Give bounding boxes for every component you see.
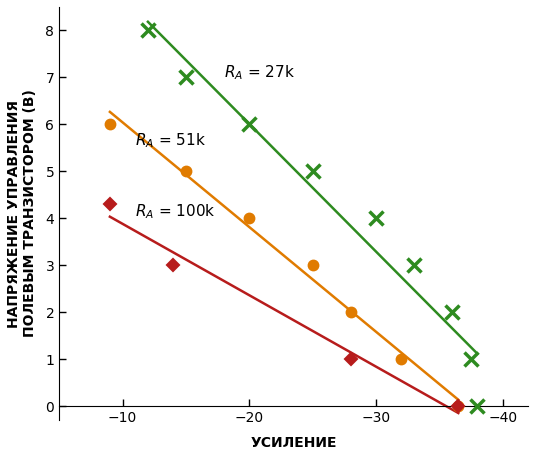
X-axis label: УСИЛЕНИЕ: УСИЛЕНИЕ bbox=[250, 436, 337, 450]
Text: $R_A$ = 100k: $R_A$ = 100k bbox=[135, 202, 216, 220]
Y-axis label: НАПРЯЖЕНИЕ УПРАВЛЕНИЯ
ПОЛЕВЫМ ТРАНЗИСТОРОМ (В): НАПРЯЖЕНИЕ УПРАВЛЕНИЯ ПОЛЕВЫМ ТРАНЗИСТОР… bbox=[7, 90, 37, 337]
Text: $R_A$ = 27k: $R_A$ = 27k bbox=[224, 63, 295, 82]
Text: $R_A$ = 51k: $R_A$ = 51k bbox=[135, 131, 207, 150]
